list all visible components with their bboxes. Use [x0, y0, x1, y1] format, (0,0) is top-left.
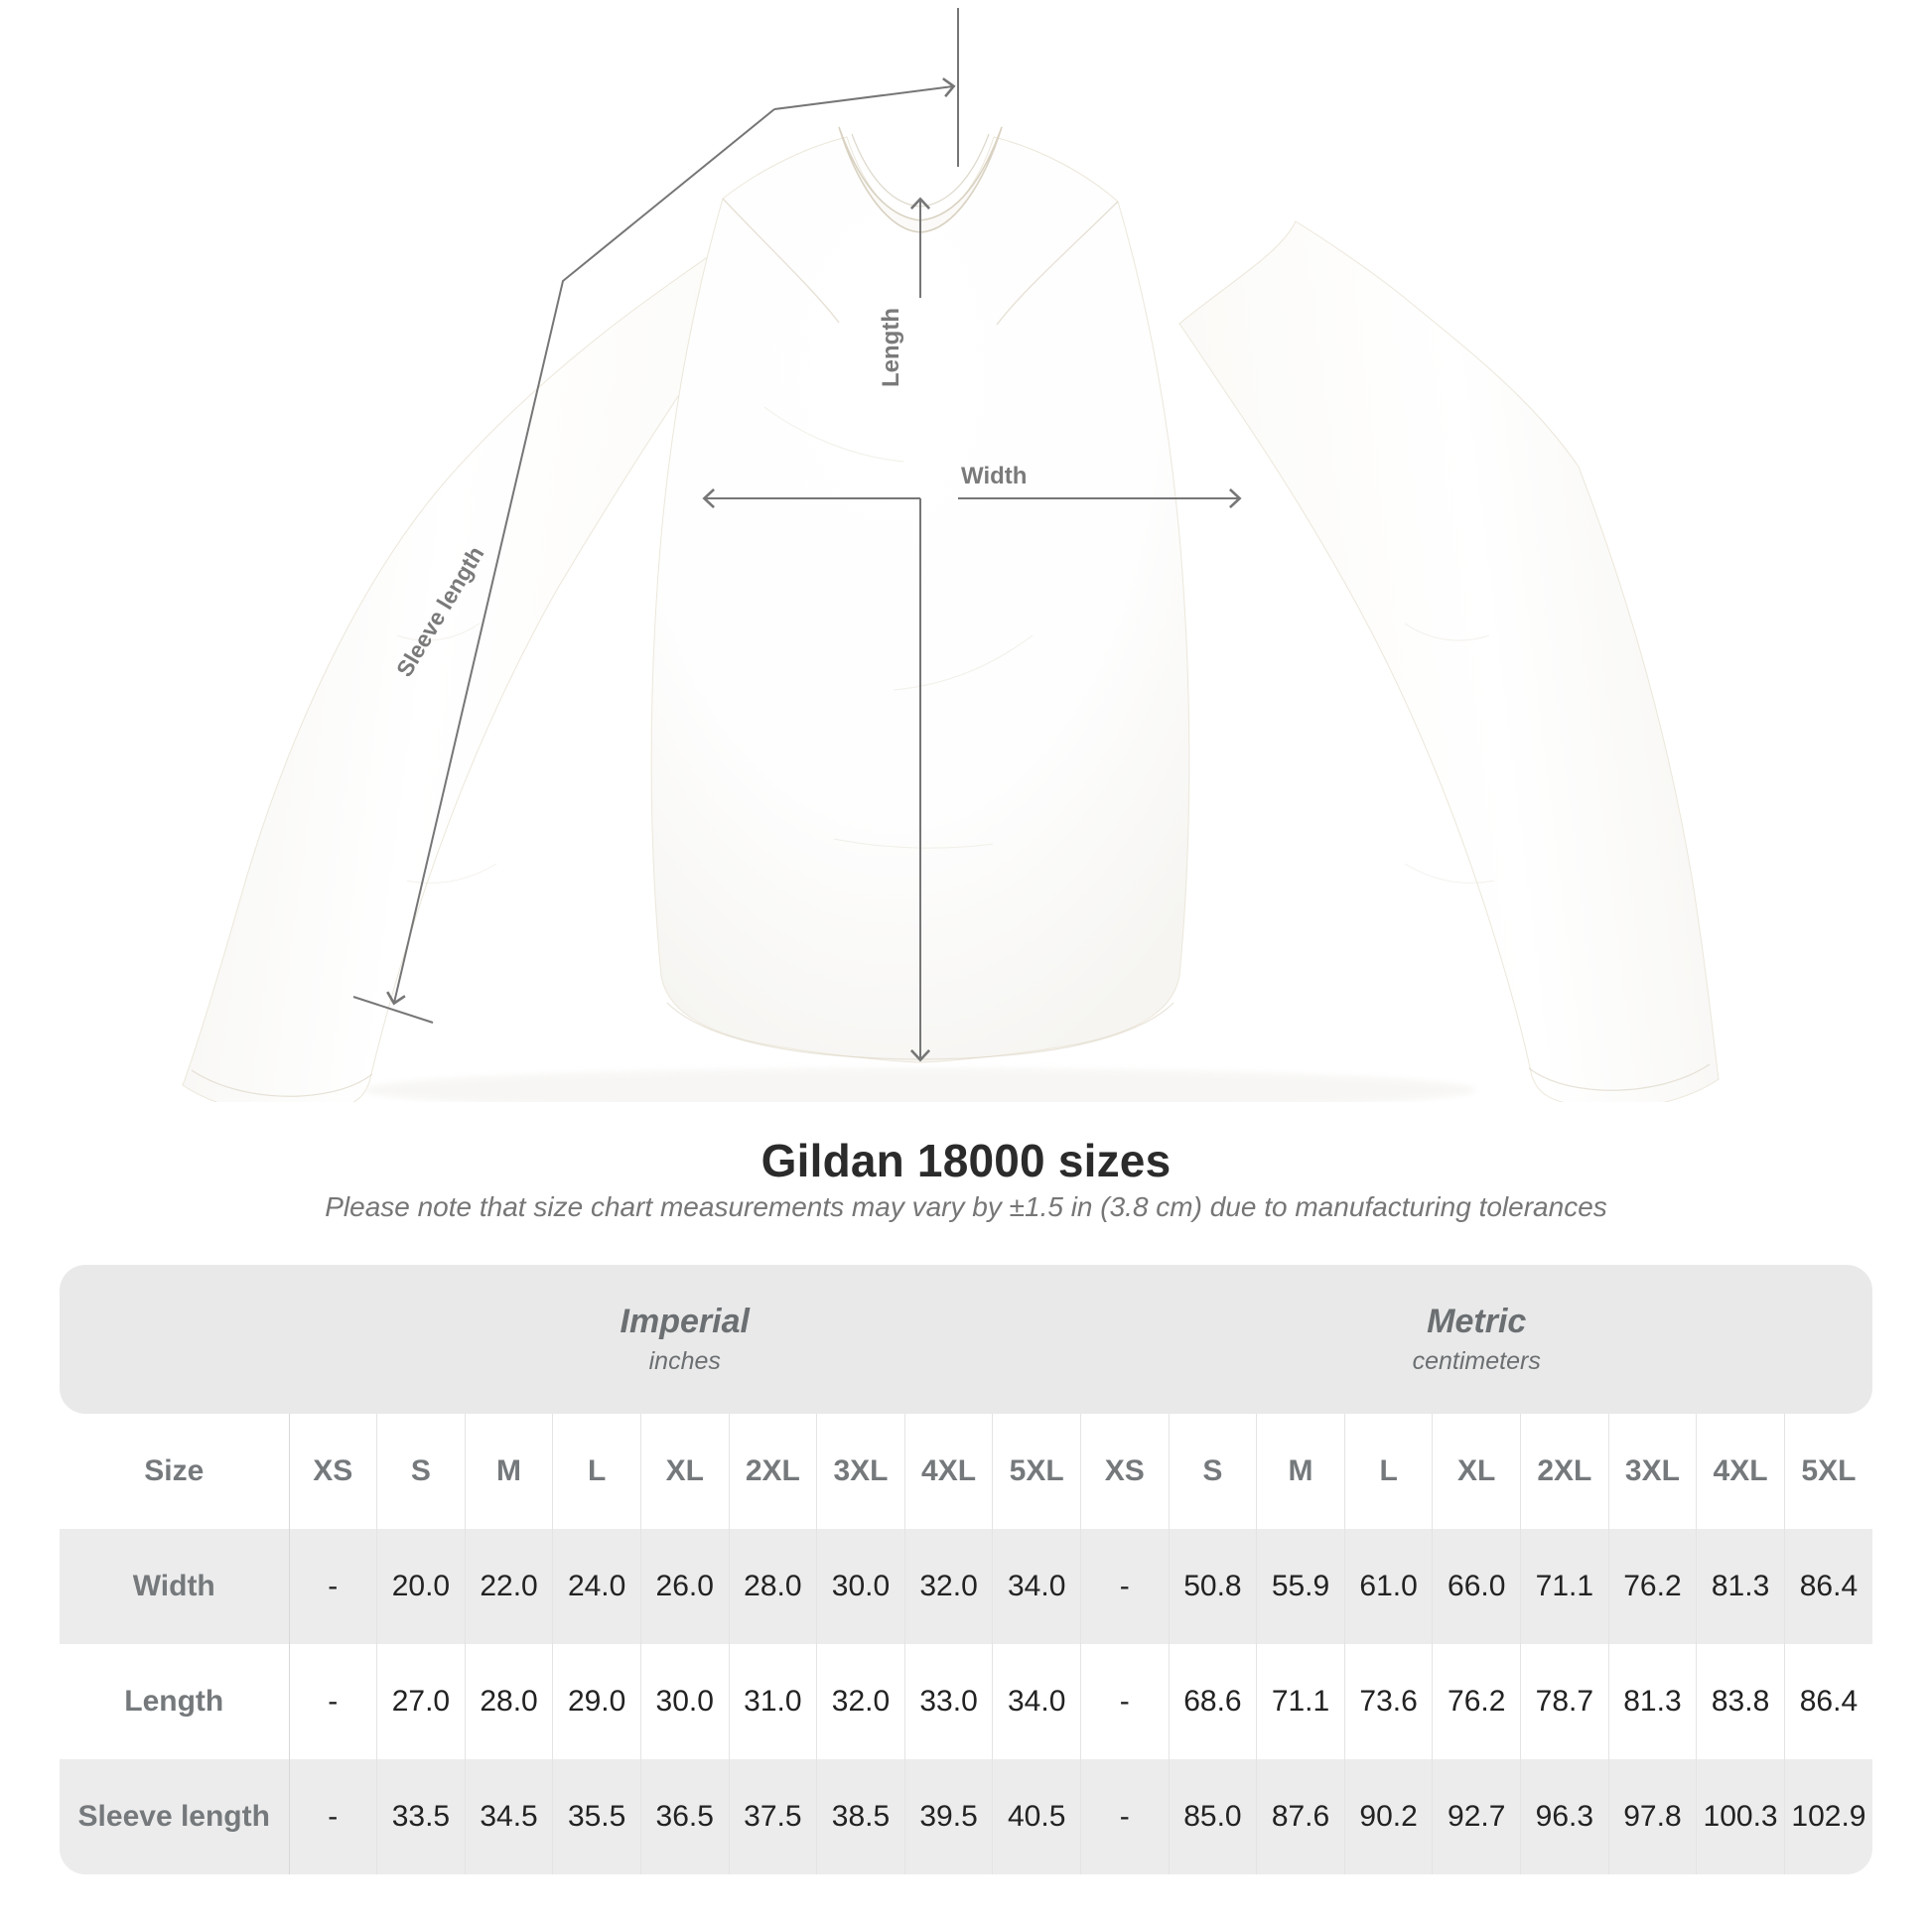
svg-text:Length: Length [878, 308, 904, 387]
svg-text:Width: Width [961, 463, 1027, 489]
